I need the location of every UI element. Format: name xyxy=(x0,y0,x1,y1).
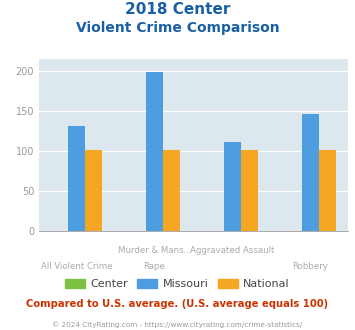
Text: Violent Crime Comparison: Violent Crime Comparison xyxy=(76,21,279,35)
Bar xyxy=(224,142,241,231)
Bar xyxy=(302,114,319,231)
Legend: Center, Missouri, National: Center, Missouri, National xyxy=(61,275,294,294)
Bar xyxy=(241,150,258,231)
Text: 2018 Center: 2018 Center xyxy=(125,2,230,16)
Bar xyxy=(163,150,180,231)
Bar xyxy=(68,126,85,231)
Text: All Violent Crime: All Violent Crime xyxy=(41,262,112,271)
Bar xyxy=(85,150,102,231)
Text: Rape: Rape xyxy=(143,262,165,271)
Bar xyxy=(146,72,163,231)
Text: Murder & Mans...: Murder & Mans... xyxy=(118,246,191,255)
Text: Robbery: Robbery xyxy=(293,262,328,271)
Text: Aggravated Assault: Aggravated Assault xyxy=(190,246,275,255)
Text: Compared to U.S. average. (U.S. average equals 100): Compared to U.S. average. (U.S. average … xyxy=(26,299,329,309)
Text: © 2024 CityRating.com - https://www.cityrating.com/crime-statistics/: © 2024 CityRating.com - https://www.city… xyxy=(53,322,302,328)
Bar xyxy=(319,150,336,231)
